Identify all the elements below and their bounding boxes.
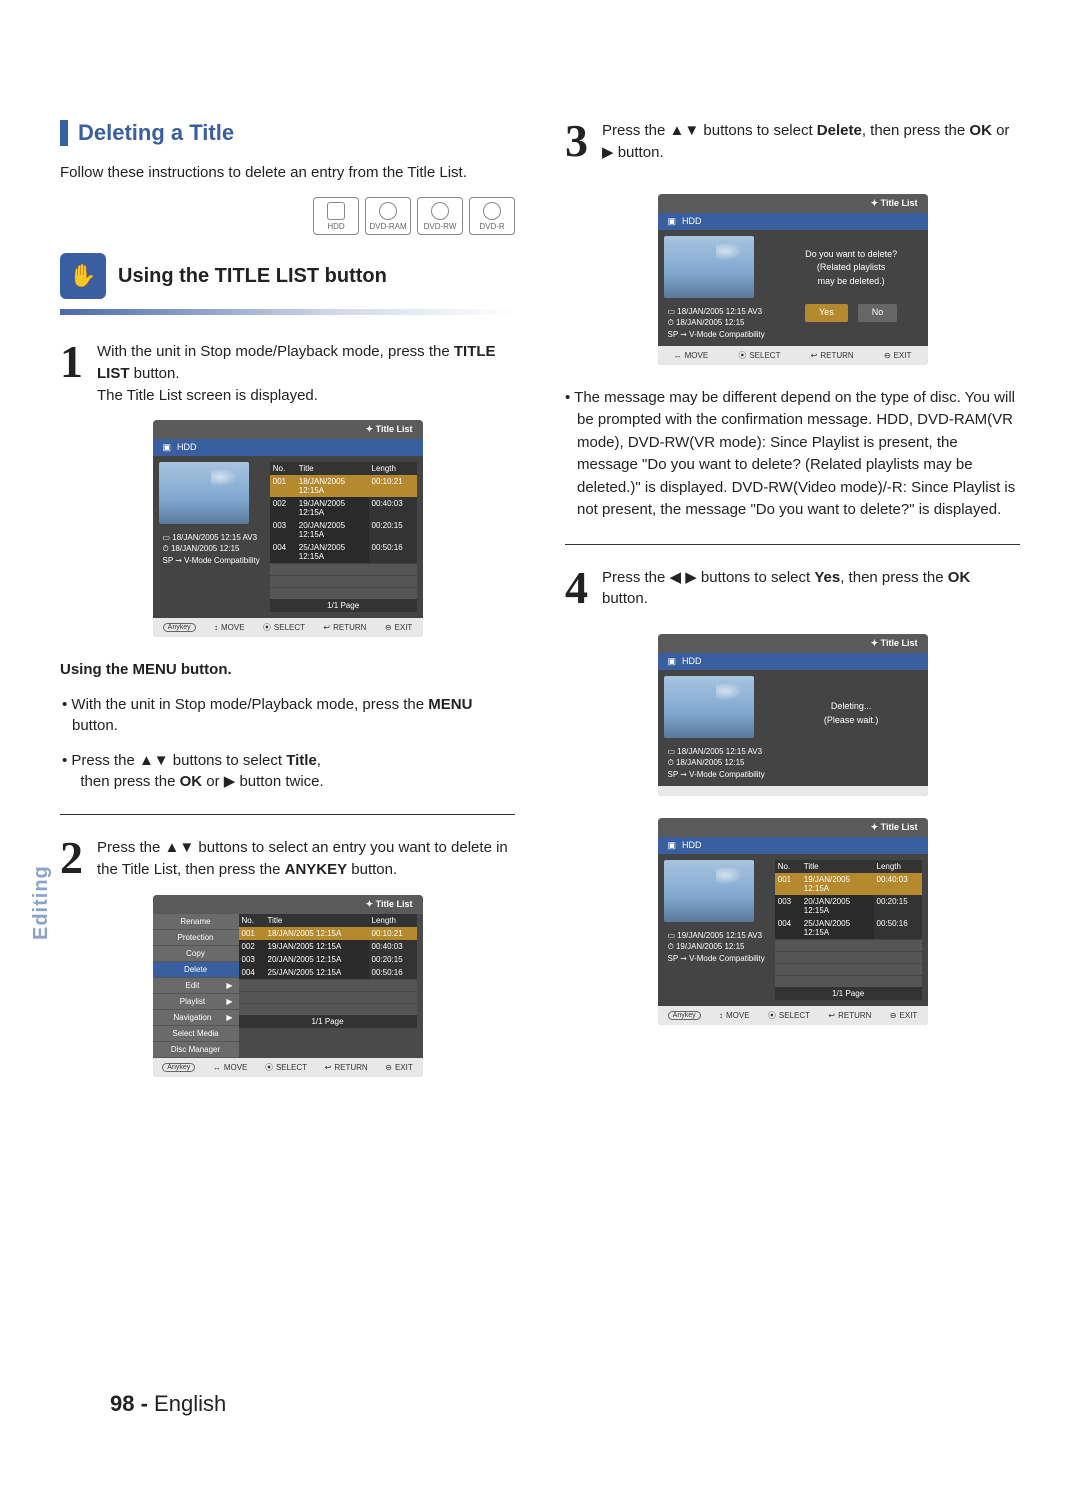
hdd-icon: HDD <box>313 197 359 235</box>
step-body: Press the ▲▼ buttons to select an entry … <box>97 837 515 881</box>
screenshot-title-list: ✦ Title List ▣ HDD ▭ 18/JAN/2005 12:15 A… <box>153 420 423 637</box>
page-content: Deleting a Title Follow these instructio… <box>0 0 1080 1139</box>
dvdrw-icon: DVD-RW <box>417 197 463 235</box>
step-body: With the unit in Stop mode/Playback mode… <box>97 341 515 406</box>
intro-text: Follow these instructions to delete an e… <box>60 162 515 183</box>
dvdram-icon: DVD-RAM <box>365 197 411 235</box>
screenshot-after-delete: ✦ Title List ▣ HDD ▭ 19/JAN/2005 12:15 A… <box>658 818 928 1025</box>
hand-icon: ✋ <box>60 253 106 299</box>
divider <box>60 814 515 815</box>
side-tab: Editing <box>30 865 53 940</box>
heading-text: Deleting a Title <box>78 120 234 146</box>
subheading-text: Using the TITLE LIST button <box>118 265 387 288</box>
menu-bullet-1: • With the unit in Stop mode/Playback mo… <box>60 694 515 736</box>
heading-bar <box>60 120 68 146</box>
disc-icons: HDD DVD-RAM DVD-RW DVD-R <box>60 197 515 235</box>
step-body: Press the ▲▼ buttons to select Delete, t… <box>602 120 1020 164</box>
gradient-rule <box>60 309 515 315</box>
subheading-row: ✋ Using the TITLE LIST button <box>60 253 515 299</box>
step-number: 4 <box>565 567 588 611</box>
step-number: 2 <box>60 837 83 881</box>
dialog-yes[interactable]: Yes <box>805 304 848 322</box>
divider <box>565 544 1020 545</box>
step-3: 3 Press the ▲▼ buttons to select Delete,… <box>565 120 1020 164</box>
step-1: 1 With the unit in Stop mode/Playback mo… <box>60 341 515 406</box>
screenshot-deleting: ✦ Title List ▣ HDD ▭ 18/JAN/2005 12:15 A… <box>658 634 928 796</box>
left-column: Deleting a Title Follow these instructio… <box>60 120 515 1099</box>
dialog-no[interactable]: No <box>858 304 898 322</box>
step-number: 1 <box>60 341 83 406</box>
screenshot-confirm: ✦ Title List ▣ HDD ▭ 18/JAN/2005 12:15 A… <box>658 194 928 365</box>
step-number: 3 <box>565 120 588 164</box>
dvdr-icon: DVD-R <box>469 197 515 235</box>
step-2: 2 Press the ▲▼ buttons to select an entr… <box>60 837 515 881</box>
menu-heading: Using the MENU button. <box>60 659 515 680</box>
note-step3: The message may be different depend on t… <box>565 387 1020 522</box>
step-body: Press the ◀ ▶ buttons to select Yes, the… <box>602 567 1020 611</box>
screenshot-anykey-menu: ✦ Title List Rename Protection Copy Dele… <box>153 895 423 1077</box>
page-footer: 98 - English <box>110 1391 226 1417</box>
right-column: 3 Press the ▲▼ buttons to select Delete,… <box>565 120 1020 1099</box>
step-4: 4 Press the ◀ ▶ buttons to select Yes, t… <box>565 567 1020 611</box>
menu-bullet-2: • Press the ▲▼ buttons to select Title, … <box>60 750 515 792</box>
section-heading: Deleting a Title <box>60 120 515 146</box>
